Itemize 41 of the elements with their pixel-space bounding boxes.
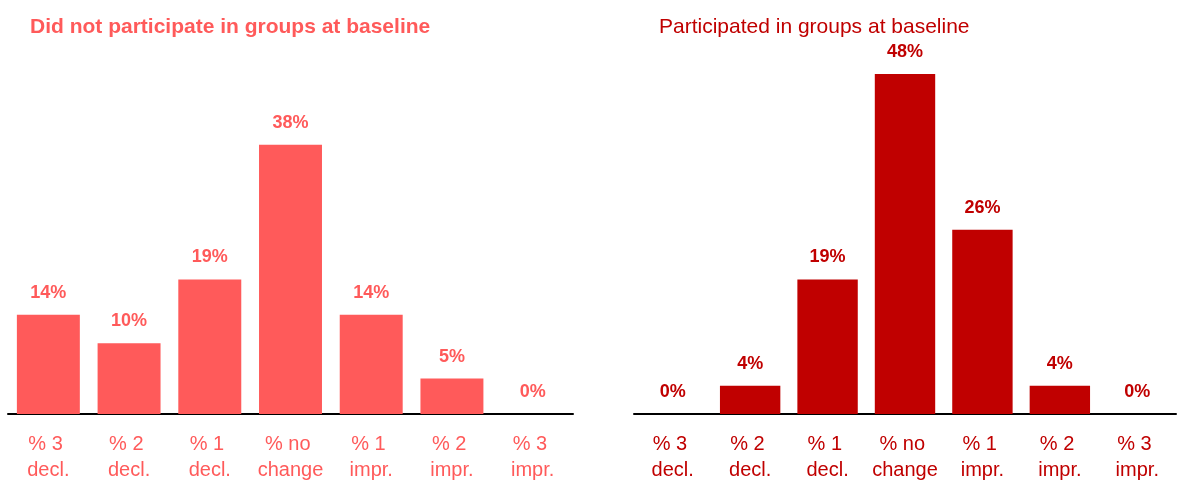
data-label: 14% [30, 281, 67, 302]
x-tick-label: % no change [872, 432, 938, 480]
x-tick-label: % 2 decl. [107, 432, 151, 480]
data-label: 5% [438, 345, 465, 366]
x-tick-label: % 2 impr. [1038, 432, 1082, 480]
data-label: 4% [737, 352, 764, 373]
x-tick-label: % 1 decl. [806, 432, 849, 480]
data-label: 19% [809, 246, 846, 267]
x-tick-label: % 1 impr. [349, 432, 393, 480]
data-label: 0% [659, 381, 686, 401]
bar [420, 378, 484, 414]
x-tick-label: % 2 impr. [430, 432, 474, 480]
data-label: 0% [1124, 381, 1151, 401]
x-tick-label: % no change [257, 432, 324, 480]
data-label: 4% [1046, 352, 1073, 373]
chart-title: Participated in groups at baseline [659, 14, 970, 37]
data-label: 14% [353, 281, 390, 302]
bar [178, 279, 242, 414]
data-label: 26% [964, 196, 1001, 217]
bar [16, 314, 80, 414]
bar [797, 279, 858, 414]
bar [874, 74, 936, 414]
x-tick-label: % 1 impr. [960, 432, 1005, 480]
data-label: 38% [272, 111, 309, 132]
bar [952, 229, 1013, 414]
bar [259, 144, 322, 414]
bar [1029, 385, 1091, 414]
x-tick-label: % 3 decl. [651, 432, 694, 480]
x-tick-label: % 1 decl. [188, 432, 231, 480]
bar [719, 385, 781, 414]
chart-title: Did not participate in groups at baseline [30, 14, 431, 37]
bar [339, 314, 403, 414]
x-tick-label: % 2 decl. [729, 432, 772, 480]
bar [97, 343, 161, 414]
x-tick-label: % 3 impr. [1115, 432, 1159, 480]
data-label: 10% [111, 310, 148, 331]
data-label: 48% [886, 41, 924, 61]
x-tick-label: % 3 decl. [27, 432, 70, 480]
data-label: 19% [191, 246, 228, 267]
data-label: 0% [519, 381, 546, 401]
x-tick-label: % 3 impr. [510, 432, 555, 480]
